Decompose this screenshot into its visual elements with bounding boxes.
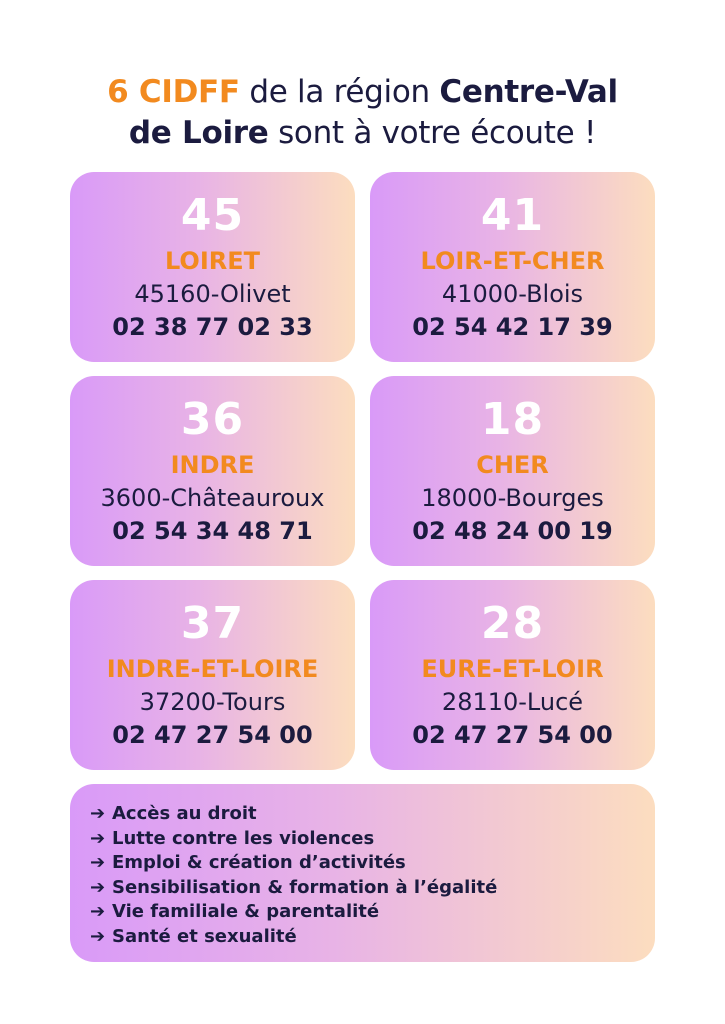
arrow-right-icon: ➔ bbox=[90, 876, 106, 898]
service-item: ➔ Accès au droit bbox=[90, 802, 655, 827]
office-card-eure-et-loir: 28 EURE-ET-LOIR 28110-Lucé 02 47 27 54 0… bbox=[370, 580, 655, 770]
department-number: 45 bbox=[180, 190, 245, 241]
office-city: 18000-Bourges bbox=[421, 484, 604, 512]
headline-text-region: de la région bbox=[239, 74, 440, 110]
department-name: CHER bbox=[476, 451, 549, 479]
arrow-right-icon: ➔ bbox=[90, 827, 106, 849]
department-name: INDRE bbox=[170, 451, 255, 479]
arrow-right-icon: ➔ bbox=[90, 852, 106, 874]
service-label: Vie familiale & parentalité bbox=[112, 901, 380, 923]
office-card-indre: 36 INDRE 3600-Châteauroux 02 54 34 48 71 bbox=[70, 376, 355, 566]
headline-line-2: de Loire sont à votre écoute ! bbox=[0, 113, 725, 154]
office-phone[interactable]: 02 54 42 17 39 bbox=[412, 313, 613, 341]
service-item: ➔ Vie familiale & parentalité bbox=[90, 900, 655, 925]
page-title: 6 CIDFF de la région Centre-Val de Loire… bbox=[0, 72, 725, 154]
department-name: LOIRET bbox=[164, 247, 260, 275]
services-list: ➔ Accès au droit ➔ Lutte contre les violen… bbox=[90, 802, 655, 950]
service-label: Emploi & création d’activités bbox=[112, 852, 406, 874]
department-name: INDRE-ET-LOIRE bbox=[106, 655, 319, 683]
department-name: LOIR-ET-CHER bbox=[420, 247, 605, 275]
service-item: ➔ Sensibilisation & formation à l’égalité bbox=[90, 876, 655, 901]
department-number: 41 bbox=[480, 190, 545, 241]
department-number: 18 bbox=[480, 394, 545, 445]
office-phone[interactable]: 02 54 34 48 71 bbox=[112, 517, 313, 545]
department-number: 37 bbox=[180, 598, 245, 649]
arrow-right-icon: ➔ bbox=[90, 803, 106, 824]
headline-region-name: Centre-Val bbox=[439, 74, 618, 110]
office-city: 37200-Tours bbox=[139, 688, 286, 716]
service-item: ➔ Emploi & création d’activités bbox=[90, 851, 655, 876]
office-card-loir-et-cher: 41 LOIR-ET-CHER 41000-Blois 02 54 42 17 … bbox=[370, 172, 655, 362]
headline-text-listening: sont à votre écoute ! bbox=[268, 115, 597, 151]
office-phone[interactable]: 02 38 77 02 33 bbox=[112, 313, 313, 341]
service-label: Lutte contre les violences bbox=[112, 827, 375, 849]
service-label: Sensibilisation & formation à l’égalité bbox=[112, 876, 498, 898]
office-card-cher: 18 CHER 18000-Bourges 02 48 24 00 19 bbox=[370, 376, 655, 566]
service-label: Accès au droit bbox=[112, 803, 257, 824]
office-city: 3600-Châteauroux bbox=[100, 484, 325, 512]
services-box: ➔ Accès au droit ➔ Lutte contre les violen… bbox=[70, 784, 655, 962]
office-card-indre-et-loire: 37 INDRE-ET-LOIRE 37200-Tours 02 47 27 5… bbox=[70, 580, 355, 770]
office-city: 28110-Lucé bbox=[441, 688, 584, 716]
office-city: 45160-Olivet bbox=[134, 280, 291, 308]
office-phone[interactable]: 02 47 27 54 00 bbox=[412, 721, 613, 749]
headline-line-1: 6 CIDFF de la région Centre-Val bbox=[0, 72, 725, 113]
office-city: 41000-Blois bbox=[441, 280, 584, 308]
office-card-loiret: 45 LOIRET 45160-Olivet 02 38 77 02 33 bbox=[70, 172, 355, 362]
arrow-right-icon: ➔ bbox=[90, 901, 106, 923]
service-item: ➔ Santé et sexualité bbox=[90, 925, 655, 950]
service-item: ➔ Lutte contre les violences bbox=[90, 827, 655, 852]
department-number: 28 bbox=[480, 598, 545, 649]
service-label: Santé et sexualité bbox=[112, 925, 297, 947]
office-phone[interactable]: 02 47 27 54 00 bbox=[112, 721, 313, 749]
office-phone[interactable]: 02 48 24 00 19 bbox=[412, 517, 613, 545]
department-name: EURE-ET-LOIR bbox=[421, 655, 604, 683]
arrow-right-icon: ➔ bbox=[90, 925, 106, 947]
department-number: 36 bbox=[180, 394, 245, 445]
headline-region-name-end: de Loire bbox=[128, 115, 269, 151]
headline-cidff-count: 6 CIDFF bbox=[107, 74, 240, 110]
